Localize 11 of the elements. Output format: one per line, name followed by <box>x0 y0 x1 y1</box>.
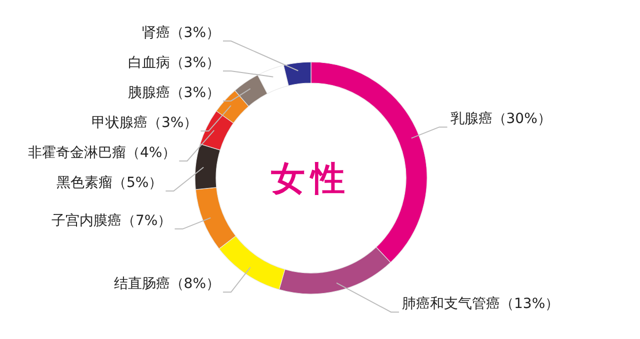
slice-label: 乳腺癌（30%） <box>450 111 552 128</box>
slice-label: 非霍奇金淋巴瘤（4%） <box>28 144 176 161</box>
slice-label: 胰腺癌（3%） <box>128 84 220 101</box>
slice-label: 白血病（3%） <box>128 54 220 71</box>
slice-label: 结直肠癌（8%） <box>114 276 220 292</box>
slice-label: 肺癌和支气管癌（13%） <box>402 296 560 312</box>
slice-label: 甲状腺癌（3%） <box>91 114 198 131</box>
text: 女性 <box>270 159 351 199</box>
slice-label: 肾癌（3%） <box>142 24 220 41</box>
slice-label: 子宫内膜癌（7%） <box>52 212 172 229</box>
slice-label: 黑色素瘤（5%） <box>56 174 163 191</box>
